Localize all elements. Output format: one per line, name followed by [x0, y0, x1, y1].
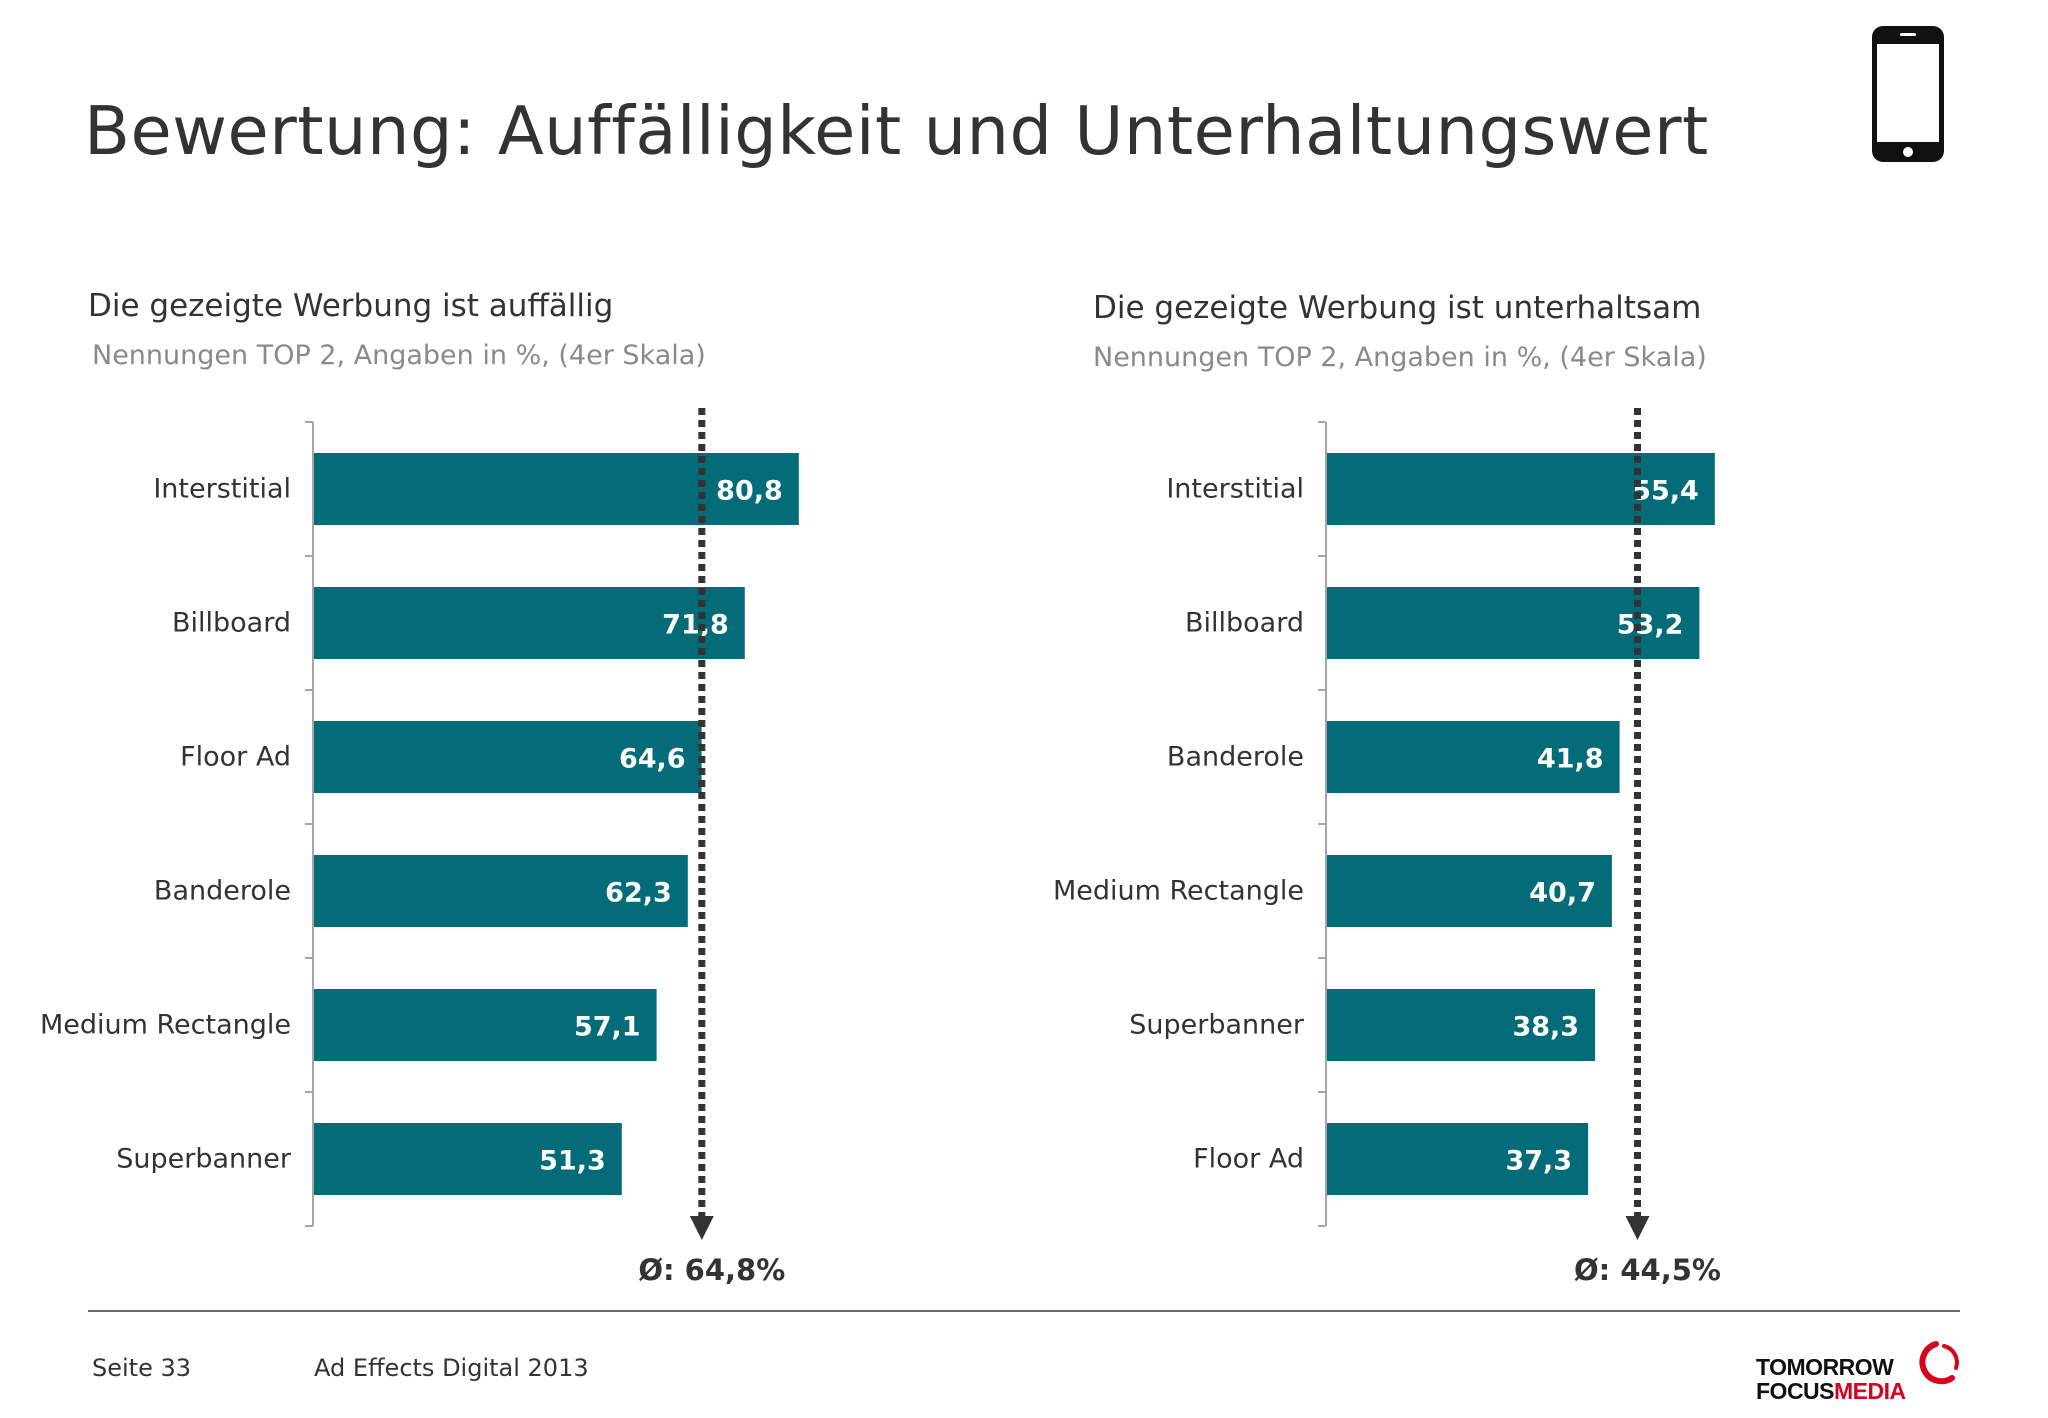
bar-banderole — [1327, 721, 1620, 793]
data-label: 40,7 — [1529, 878, 1596, 909]
chart-subtitle-left: Nennungen TOP 2, Angaben in %, (4er Skal… — [92, 340, 706, 371]
logo-media: MEDIA — [1834, 1378, 1906, 1404]
bar-banderole — [314, 855, 688, 927]
data-label: 64,6 — [619, 744, 686, 775]
category-label: Banderole — [154, 876, 291, 907]
data-label: 53,2 — [1617, 610, 1684, 641]
logo-focus: FOCUS — [1756, 1378, 1835, 1404]
average-label: Ø: 44,5% — [1574, 1253, 1721, 1287]
data-label: 41,8 — [1537, 744, 1604, 775]
bar-superbanner — [1327, 989, 1596, 1061]
chart-subtitle-right: Nennungen TOP 2, Angaben in %, (4er Skal… — [1093, 342, 1707, 373]
page-number: Seite 33 — [92, 1354, 192, 1382]
category-label: Billboard — [172, 608, 291, 639]
bar-chart-left: Interstitial 80,8 Billboard 71,8 Floor Ad 64,… — [40, 408, 799, 1287]
category-label: Superbanner — [1129, 1010, 1305, 1041]
data-label: 38,3 — [1512, 1012, 1579, 1043]
bar-interstitial — [1327, 453, 1715, 525]
category-label: Billboard — [1185, 608, 1304, 639]
category-label: Superbanner — [116, 1144, 292, 1175]
page-title: Bewertung: Auffälligkeit und Unterhaltun… — [84, 92, 1709, 170]
average-arrow — [689, 1216, 714, 1240]
average-arrow — [1625, 1216, 1650, 1240]
data-label: 62,3 — [605, 878, 672, 909]
bar-floor-ad — [1327, 1123, 1589, 1195]
logo-line1: TOMORROW — [1756, 1354, 1894, 1380]
logo-swirl-icon — [1919, 1341, 1959, 1385]
bar-superbanner — [314, 1123, 622, 1195]
average-label: Ø: 64,8% — [638, 1253, 785, 1287]
category-label: Interstitial — [1166, 474, 1304, 505]
bar-billboard — [1327, 587, 1700, 659]
logo-line2: FOCUSMEDIA — [1756, 1380, 1906, 1403]
category-label: Medium Rectangle — [40, 1010, 291, 1041]
bar-floor-ad — [314, 721, 702, 793]
bar-medium-rectangle — [314, 989, 657, 1061]
data-label: 51,3 — [539, 1146, 606, 1177]
bar-billboard — [314, 587, 745, 659]
footer-divider — [88, 1310, 1960, 1312]
category-label: Interstitial — [153, 474, 291, 505]
category-label: Floor Ad — [180, 742, 291, 773]
category-label: Floor Ad — [1193, 1144, 1304, 1175]
category-label: Medium Rectangle — [1053, 876, 1304, 907]
data-label: 55,4 — [1632, 476, 1699, 507]
smartphone-icon — [1872, 26, 1944, 162]
bar-medium-rectangle — [1327, 855, 1612, 927]
data-label: 71,8 — [662, 610, 729, 641]
bar-interstitial — [314, 453, 799, 525]
bar-chart-right: Interstitial 55,4 Billboard 53,2 Banderole 41… — [1053, 408, 1721, 1287]
tomorrow-focus-media-logo: TOMORROW FOCUSMEDIA — [1756, 1336, 1964, 1403]
data-label: 57,1 — [574, 1012, 641, 1043]
data-label: 80,8 — [716, 476, 783, 507]
data-label: 37,3 — [1505, 1146, 1572, 1177]
footer-source: Ad Effects Digital 2013 — [314, 1354, 589, 1382]
category-label: Banderole — [1167, 742, 1304, 773]
chart-title-right: Die gezeigte Werbung ist unterhaltsam — [1093, 290, 1702, 326]
chart-title-left: Die gezeigte Werbung ist auffällig — [88, 288, 614, 324]
